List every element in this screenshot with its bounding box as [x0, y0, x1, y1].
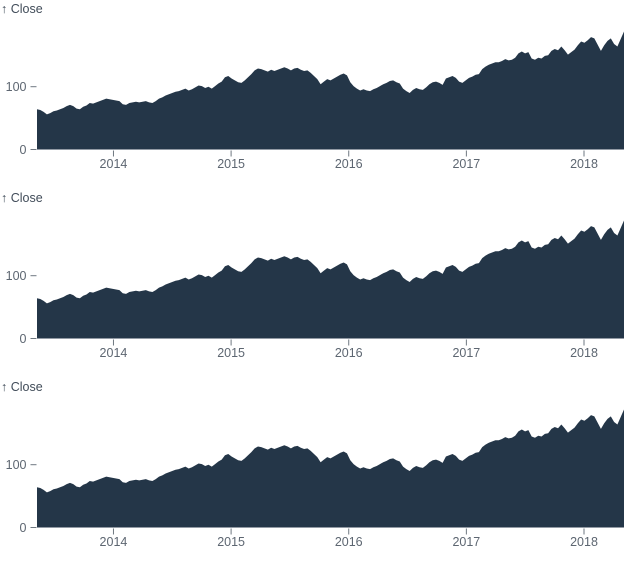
x-tick-label: 2017	[452, 346, 480, 360]
y-tick-label: 100	[6, 269, 27, 283]
x-tick-label: 2014	[100, 346, 128, 360]
chart-canvas: ↑ Close 0 100 2014 2015 2016 2017 2018	[1, 380, 624, 549]
x-tick-label: 2015	[217, 346, 245, 360]
x-tick-label: 2018	[570, 535, 598, 549]
close-price-area-chart-2: ↑ Close 0 100 2014 2015 2016 2017 2018	[0, 189, 640, 378]
area-series	[37, 409, 624, 528]
x-tick-label: 2015	[217, 157, 245, 171]
y-axis: 0 100	[6, 269, 37, 346]
area-series	[37, 220, 624, 339]
x-tick-label: 2014	[100, 157, 128, 171]
y-tick-label: 100	[6, 80, 27, 94]
close-price-area-chart-1: ↑ Close 0 100 2014 2015 2016 2017 2018	[0, 0, 640, 189]
y-axis: 0 100	[6, 80, 37, 157]
x-tick-label: 2017	[452, 157, 480, 171]
y-tick-label: 100	[6, 458, 27, 472]
x-tick-label: 2016	[335, 346, 363, 360]
close-price-area	[37, 409, 624, 528]
y-tick-label: 0	[20, 143, 27, 157]
x-tick-label: 2018	[570, 346, 598, 360]
x-tick-label: 2016	[335, 157, 363, 171]
y-axis-title: ↑ Close	[1, 2, 43, 16]
y-tick-label: 0	[20, 332, 27, 346]
close-price-area	[37, 31, 624, 150]
chart-canvas: ↑ Close 0 100 2014 2015 2016 2017 2018	[1, 2, 624, 171]
y-tick-label: 0	[20, 521, 27, 535]
y-axis: 0 100	[6, 458, 37, 535]
close-price-area	[37, 220, 624, 339]
x-axis: 2014 2015 2016 2017 2018	[100, 150, 598, 171]
x-axis: 2014 2015 2016 2017 2018	[100, 339, 598, 360]
y-axis-title: ↑ Close	[1, 191, 43, 205]
y-axis-title: ↑ Close	[1, 380, 43, 394]
area-series	[37, 31, 624, 150]
x-tick-label: 2014	[100, 535, 128, 549]
x-tick-label: 2016	[335, 535, 363, 549]
chart-canvas: ↑ Close 0 100 2014 2015 2016 2017 2018	[1, 191, 624, 360]
x-tick-label: 2018	[570, 157, 598, 171]
close-price-area-chart-3: ↑ Close 0 100 2014 2015 2016 2017 2018	[0, 378, 640, 567]
x-tick-label: 2015	[217, 535, 245, 549]
x-axis: 2014 2015 2016 2017 2018	[100, 528, 598, 549]
x-tick-label: 2017	[452, 535, 480, 549]
